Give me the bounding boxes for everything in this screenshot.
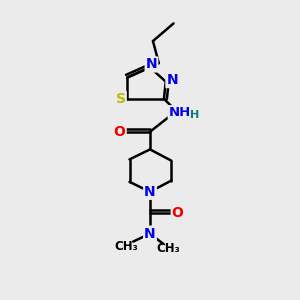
Text: H: H: [190, 110, 199, 120]
Text: S: S: [116, 92, 126, 106]
Text: N: N: [144, 226, 156, 241]
Text: N: N: [144, 185, 156, 199]
Text: CH₃: CH₃: [156, 242, 180, 255]
Text: O: O: [114, 125, 126, 139]
Text: O: O: [172, 206, 184, 220]
Text: N: N: [146, 58, 157, 71]
Text: CH₃: CH₃: [114, 240, 138, 254]
Text: NH: NH: [169, 106, 191, 119]
Text: N: N: [167, 73, 178, 87]
